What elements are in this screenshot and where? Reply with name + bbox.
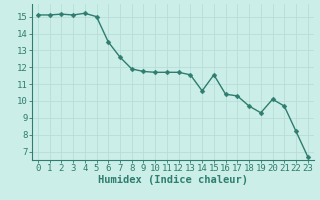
- X-axis label: Humidex (Indice chaleur): Humidex (Indice chaleur): [98, 175, 248, 185]
